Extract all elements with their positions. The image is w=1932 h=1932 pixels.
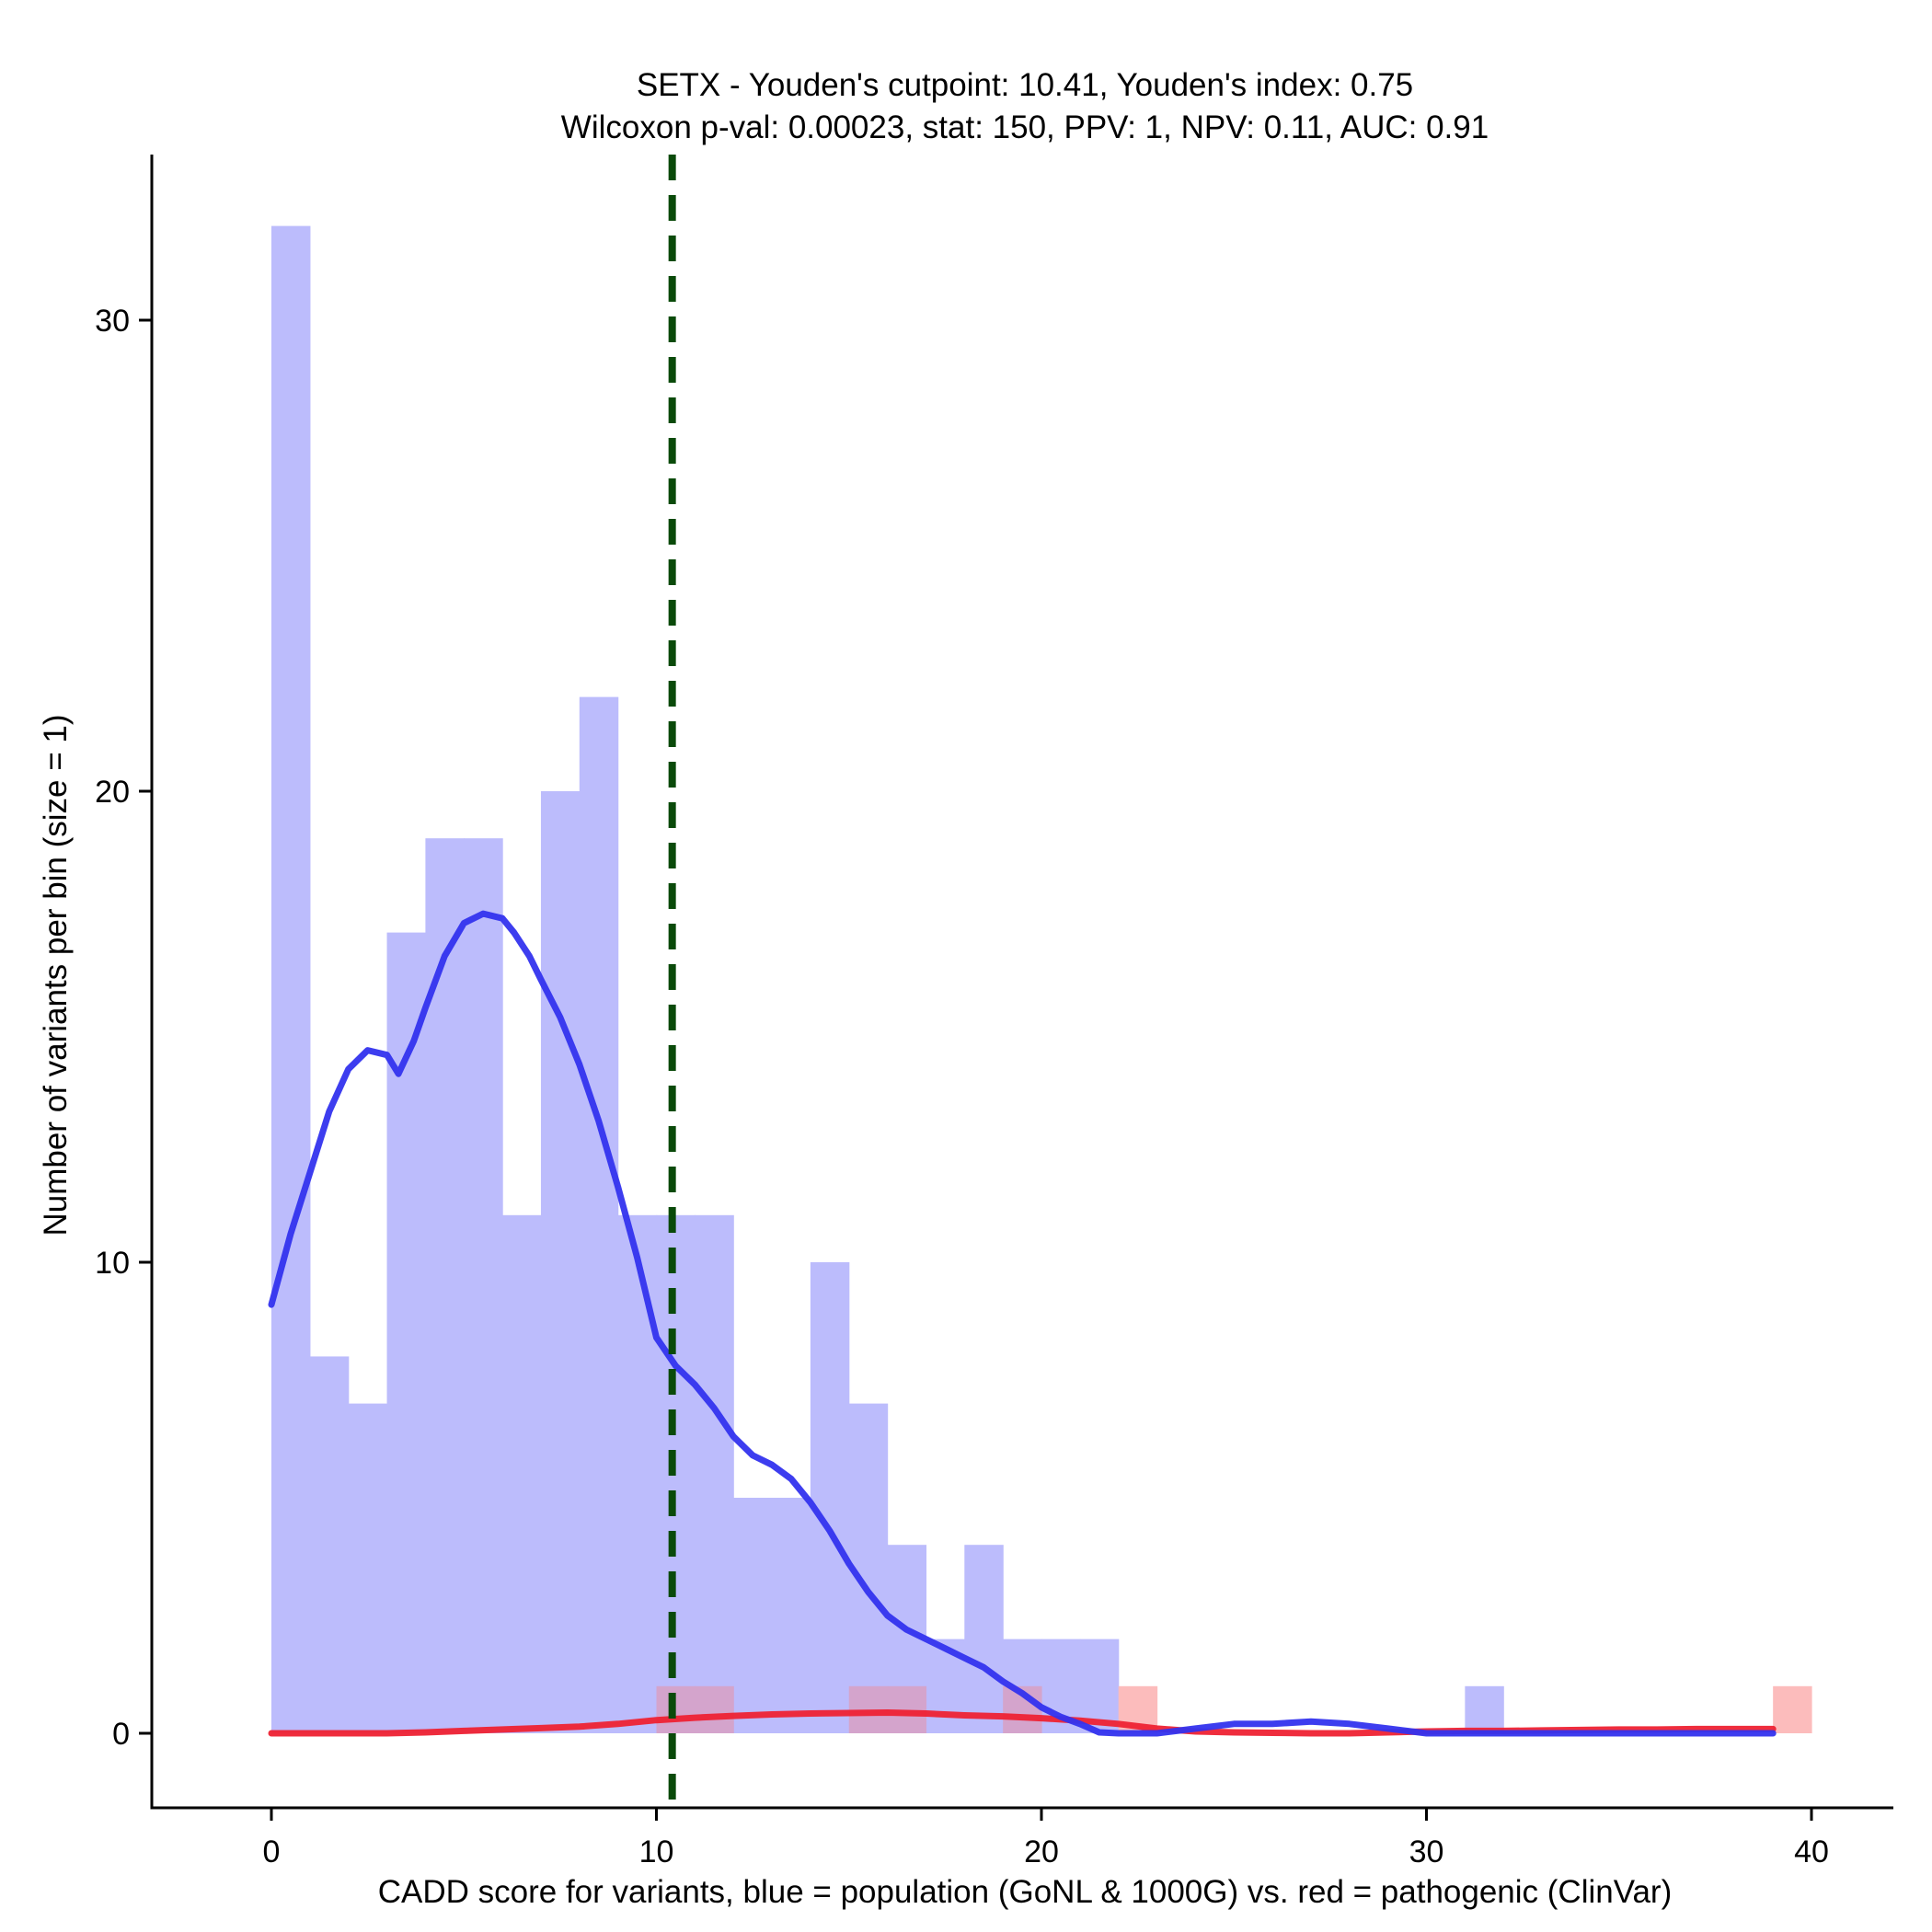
population-bar [309,1356,350,1733]
x-axis-ticks: 0 10 20 30 40 [263,1808,1829,1869]
population-bar [271,225,311,1734]
y-axis-label: Number of variants per bin (size = 1) [38,714,74,1236]
population-bar [579,696,619,1733]
y-tick-label: 0 [112,1717,130,1752]
population-bar [1465,1685,1504,1733]
population-bar [425,838,465,1733]
x-tick-label: 0 [263,1834,281,1869]
population-bar [810,1262,850,1733]
y-axis-ticks: 0 10 20 30 [95,304,152,1752]
population-bar [733,1498,773,1733]
axes [150,155,1893,1810]
pathogenic-bar [656,1685,696,1733]
population-bar [656,1214,696,1733]
y-tick-label: 30 [95,304,130,339]
y-tick-label: 10 [95,1246,130,1281]
chart-title-line-1: SETX - Youden's cutpoint: 10.41, Youden'… [637,67,1413,103]
pathogenic-bar [695,1685,734,1733]
population-bar [617,1214,658,1733]
population-bar [695,1214,734,1733]
x-tick-label: 10 [639,1834,674,1869]
population-bar [772,1498,811,1733]
x-axis-label: CADD score for variants, blue = populati… [378,1874,1673,1910]
pathogenic-bar [1773,1685,1812,1733]
x-tick-label: 30 [1409,1834,1444,1869]
population-bar [348,1403,388,1733]
y-tick-label: 20 [95,775,130,810]
population-bar [502,1214,542,1733]
population-density-line [268,910,1777,1737]
x-tick-label: 40 [1794,1834,1829,1869]
x-tick-label: 20 [1024,1834,1059,1869]
population-bar [1079,1639,1120,1733]
chart-title-line-2: Wilcoxon p-val: 0.00023, stat: 150, PPV:… [561,109,1489,145]
density-curves [268,910,1777,1737]
population-histogram-bars [271,225,1504,1734]
population-bar [464,838,503,1733]
population-bar [964,1545,1004,1733]
population-bar [540,791,581,1733]
